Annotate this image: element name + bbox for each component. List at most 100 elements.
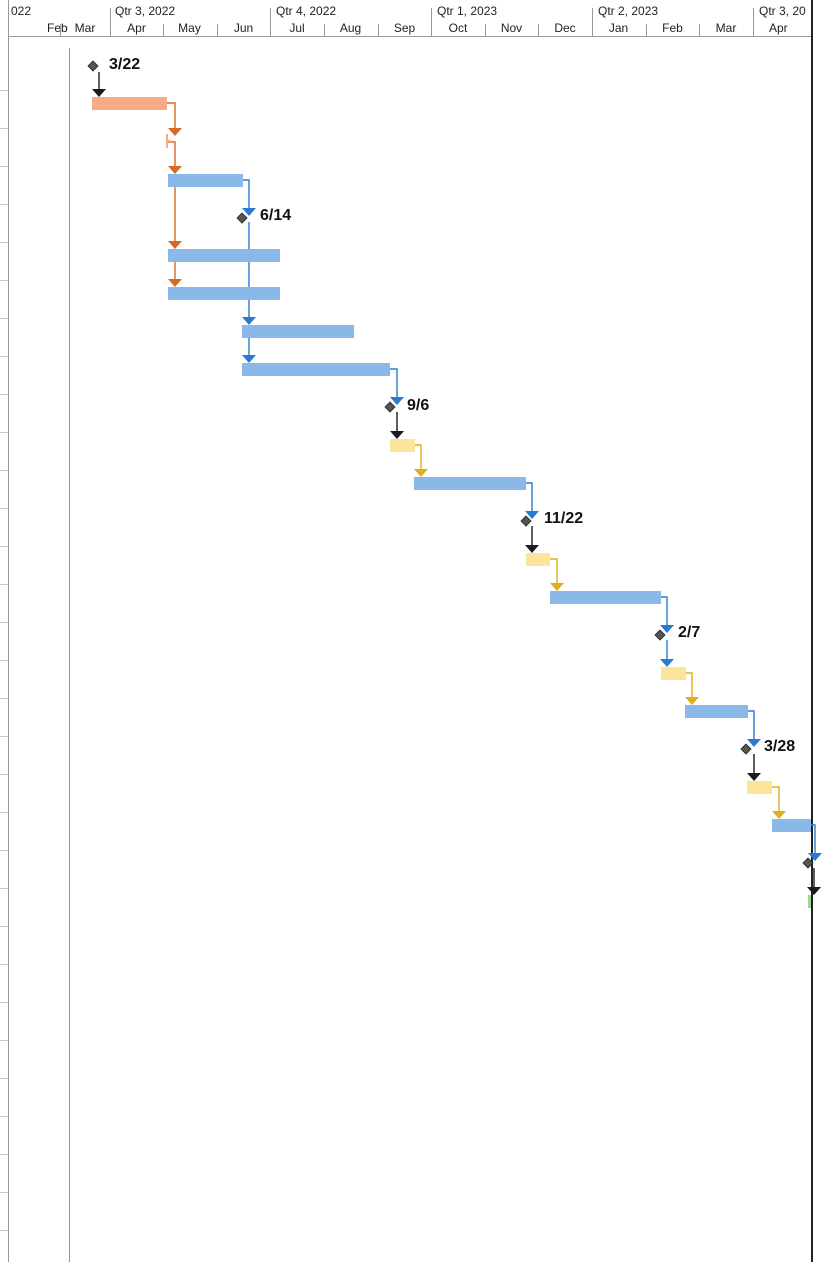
milestone-diamond[interactable] xyxy=(384,401,396,413)
timescale-month: Jul xyxy=(289,21,305,35)
timescale-quarter: 022 xyxy=(11,4,32,18)
quarter-divider xyxy=(431,8,432,36)
link-arrowhead xyxy=(525,511,539,519)
link-arrowhead xyxy=(242,317,256,325)
row-gridline xyxy=(0,964,8,965)
review-task-bar[interactable] xyxy=(526,553,550,566)
summary-task-bar[interactable] xyxy=(92,97,167,110)
quarter-divider xyxy=(592,8,593,36)
row-gridline xyxy=(0,280,8,281)
quarter-divider xyxy=(110,8,111,36)
today-line xyxy=(69,48,70,1262)
link-arrowhead xyxy=(92,89,106,97)
dependency-link xyxy=(526,482,533,517)
milestone-diamond[interactable] xyxy=(520,515,532,527)
timescale-month: Jun xyxy=(233,21,254,35)
link-arrowhead xyxy=(807,887,821,895)
month-divider xyxy=(378,24,379,36)
row-gridline xyxy=(0,546,8,547)
row-gridline xyxy=(0,356,8,357)
month-divider xyxy=(538,24,539,36)
row-gridline xyxy=(0,660,8,661)
timescale-month: Dec xyxy=(554,21,576,35)
milestone-diamond[interactable] xyxy=(87,60,99,72)
dependency-link xyxy=(167,102,176,134)
row-gridline xyxy=(0,166,8,167)
row-gridline xyxy=(0,812,8,813)
link-arrowhead xyxy=(414,469,428,477)
task-bar[interactable] xyxy=(550,591,661,604)
row-gridline xyxy=(0,1192,8,1193)
dependency-link xyxy=(748,710,755,745)
row-gridline xyxy=(0,204,8,205)
row-gridline xyxy=(0,1078,8,1079)
row-gridline xyxy=(0,888,8,889)
timescale-quarter: Qtr 3, 20 xyxy=(759,4,806,18)
right-border xyxy=(811,0,813,1262)
link-arrowhead xyxy=(808,853,822,861)
row-gridline xyxy=(0,774,8,775)
task-bar[interactable] xyxy=(168,174,243,187)
row-gridline xyxy=(0,432,8,433)
month-divider xyxy=(324,24,325,36)
timescale-month: Jan xyxy=(608,21,629,35)
milestone-diamond[interactable] xyxy=(802,857,814,869)
timescale-quarter: Qtr 2, 2023 xyxy=(598,4,659,18)
task-bar[interactable] xyxy=(168,249,280,262)
link-arrowhead xyxy=(390,431,404,439)
link-arrowhead xyxy=(168,128,182,136)
milestone-date-label: 2/7 xyxy=(678,624,700,641)
row-gridline xyxy=(0,926,8,927)
milestone-diamond[interactable] xyxy=(236,212,248,224)
row-gridline xyxy=(0,1002,8,1003)
row-gridline xyxy=(0,1230,8,1231)
milestone-date-label: 6/14 xyxy=(260,207,291,224)
row-gridline xyxy=(0,1116,8,1117)
link-arrowhead xyxy=(525,545,539,553)
row-gridline xyxy=(0,736,8,737)
row-gridline xyxy=(0,508,8,509)
month-divider xyxy=(217,24,218,36)
timescale-month: May xyxy=(178,21,201,35)
task-bar[interactable] xyxy=(685,705,748,718)
task-bar[interactable] xyxy=(414,477,526,490)
milestone-diamond[interactable] xyxy=(740,743,752,755)
left-pane-splitter[interactable] xyxy=(8,0,9,1262)
link-arrowhead xyxy=(660,659,674,667)
dependency-link xyxy=(661,596,668,631)
review-task-bar[interactable] xyxy=(661,667,686,680)
month-divider xyxy=(485,24,486,36)
review-task-bar[interactable] xyxy=(390,439,415,452)
timescale-month: Aug xyxy=(339,21,362,35)
row-gridline xyxy=(0,850,8,851)
row-gridline xyxy=(0,394,8,395)
timescale-month: Nov xyxy=(500,21,523,35)
dependency-link xyxy=(811,824,816,859)
dependency-link xyxy=(550,558,558,589)
timescale-month: Feb xyxy=(662,21,683,35)
milestone-diamond[interactable] xyxy=(654,629,666,641)
link-arrowhead xyxy=(747,773,761,781)
link-arrowhead xyxy=(242,208,256,216)
task-bar[interactable] xyxy=(168,287,280,300)
quarter-divider xyxy=(753,8,754,36)
row-gridline xyxy=(0,584,8,585)
timescale-month: Mar xyxy=(74,21,96,35)
task-bar[interactable] xyxy=(242,363,390,376)
row-gridline xyxy=(0,318,8,319)
timescale-month: Apr xyxy=(127,21,146,35)
review-task-bar[interactable] xyxy=(747,781,772,794)
dependency-link xyxy=(772,786,780,817)
row-gridline xyxy=(0,90,8,91)
link-arrowhead xyxy=(550,583,564,591)
row-gridline xyxy=(0,242,8,243)
task-bar[interactable] xyxy=(242,325,354,338)
task-bar[interactable] xyxy=(772,819,811,832)
timescale-quarter: Qtr 3, 2022 xyxy=(115,4,176,18)
task-bar[interactable] xyxy=(808,895,811,908)
row-gridline xyxy=(0,1040,8,1041)
timescale-quarter: Qtr 1, 2023 xyxy=(437,4,498,18)
link-arrowhead xyxy=(772,811,786,819)
